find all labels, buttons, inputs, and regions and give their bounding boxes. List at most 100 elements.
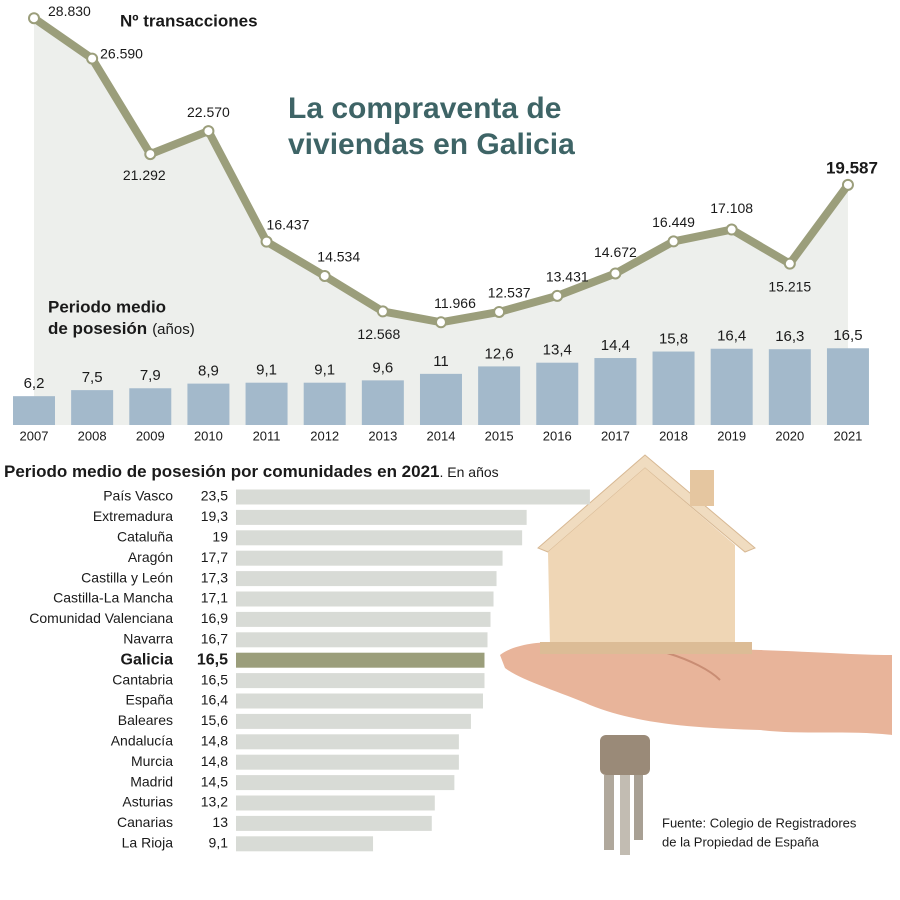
- x-tick-label: 2016: [543, 428, 572, 443]
- key: [620, 775, 630, 855]
- bar: [236, 836, 374, 852]
- value-label: 14,5: [201, 773, 228, 789]
- value-label: 17,7: [201, 549, 228, 565]
- point: [260, 235, 273, 248]
- value-label: 15.215: [768, 278, 811, 294]
- bar: [594, 358, 637, 425]
- category-label: Cataluña: [117, 529, 173, 545]
- category-label: La Rioja: [122, 835, 174, 851]
- bar: [236, 632, 488, 648]
- category-label: Murcia: [131, 753, 173, 769]
- key-fob: [600, 735, 650, 775]
- bar: [236, 815, 432, 831]
- value-label: 9,1: [209, 835, 229, 851]
- bar: [129, 388, 172, 425]
- value-label: 14.534: [317, 249, 360, 265]
- x-tick-label: 2020: [775, 428, 804, 443]
- point: [86, 52, 99, 65]
- value-label: 9,1: [256, 362, 277, 379]
- bar: [536, 362, 579, 425]
- x-tick-label: 2012: [310, 428, 339, 443]
- house-chimney: [690, 470, 714, 506]
- source: de la Propiedad de España: [662, 834, 820, 849]
- bar-title: Periodo medio: [48, 297, 166, 316]
- bar: [361, 380, 404, 425]
- category-label: Aragón: [128, 549, 173, 565]
- value-label: 13: [212, 814, 228, 830]
- bar: [419, 373, 462, 425]
- value-label: 9,6: [372, 359, 393, 376]
- illustration: [500, 454, 892, 855]
- point: [725, 223, 738, 236]
- value-label: 16.449: [652, 214, 695, 230]
- value-label: 14,8: [201, 733, 228, 749]
- main-title: viviendas en Galicia: [288, 128, 575, 161]
- bar: [236, 509, 527, 525]
- bar: [768, 349, 811, 425]
- value-label: 9,1: [314, 362, 335, 379]
- category-label: País Vasco: [103, 488, 173, 504]
- value-label: 19: [212, 529, 228, 545]
- key: [604, 775, 614, 850]
- bar: [236, 571, 497, 587]
- value-label: 11.966: [434, 295, 476, 311]
- x-tick-label: 2013: [368, 428, 397, 443]
- point: [783, 257, 796, 270]
- bar: [303, 382, 346, 425]
- house-base: [540, 642, 752, 654]
- value-label: 14.672: [594, 244, 637, 260]
- bar: [236, 754, 459, 770]
- category-label: Cantabria: [112, 671, 173, 687]
- value-label: 16,5: [197, 651, 228, 668]
- point: [841, 178, 854, 191]
- category-label: Baleares: [118, 712, 173, 728]
- bar: [187, 383, 230, 425]
- background: [34, 18, 848, 426]
- bar: [236, 693, 483, 709]
- category-label: Andalucía: [111, 733, 173, 749]
- value-label: 16,9: [201, 610, 228, 626]
- value-label: 16,3: [775, 328, 804, 345]
- bar-title-line: de posesión: [48, 319, 147, 338]
- value-label: 17,3: [201, 569, 228, 585]
- hbar-subtitle: . En años: [440, 464, 499, 480]
- bar: [236, 530, 523, 546]
- bar: [236, 673, 485, 689]
- value-label: 11: [433, 353, 449, 370]
- bar: [236, 713, 471, 729]
- value-label: 21.292: [123, 167, 166, 183]
- value-label: 12.537: [488, 285, 531, 301]
- x-tick-label: 2010: [194, 428, 223, 443]
- bar-title: de posesión (años): [48, 319, 195, 338]
- value-label: 17.108: [710, 200, 753, 216]
- value-label: 17,1: [201, 590, 228, 606]
- value-label: 19.587: [826, 158, 878, 177]
- value-label: 12.568: [357, 326, 400, 342]
- category-label: Castilla y León: [81, 569, 173, 585]
- x-tick-label: 2017: [601, 428, 630, 443]
- point: [609, 267, 622, 280]
- line-area: [34, 18, 848, 426]
- point: [144, 148, 157, 161]
- bar: [236, 775, 455, 791]
- x-tick-label: 2019: [717, 428, 746, 443]
- point: [318, 269, 331, 282]
- value-label: 16,5: [201, 671, 228, 687]
- hbar-title: Periodo medio de posesión por comunidade…: [4, 462, 499, 481]
- bar: [236, 550, 503, 566]
- category-label: Asturias: [122, 794, 173, 810]
- value-label: 6,2: [24, 375, 45, 392]
- value-label: 28.830: [48, 3, 91, 19]
- value-label: 23,5: [201, 488, 228, 504]
- value-label: 15,6: [201, 712, 228, 728]
- category-label: España: [126, 692, 174, 708]
- x-tick-label: 2007: [20, 428, 49, 443]
- category-label: Extremadura: [93, 508, 173, 524]
- category-label: Comunidad Valenciana: [29, 610, 173, 626]
- category-label: Galicia: [121, 651, 174, 668]
- value-label: 13,4: [543, 342, 572, 359]
- value-label: 16.437: [267, 216, 310, 232]
- bar: [826, 348, 869, 425]
- category-label: Castilla-La Mancha: [53, 590, 173, 606]
